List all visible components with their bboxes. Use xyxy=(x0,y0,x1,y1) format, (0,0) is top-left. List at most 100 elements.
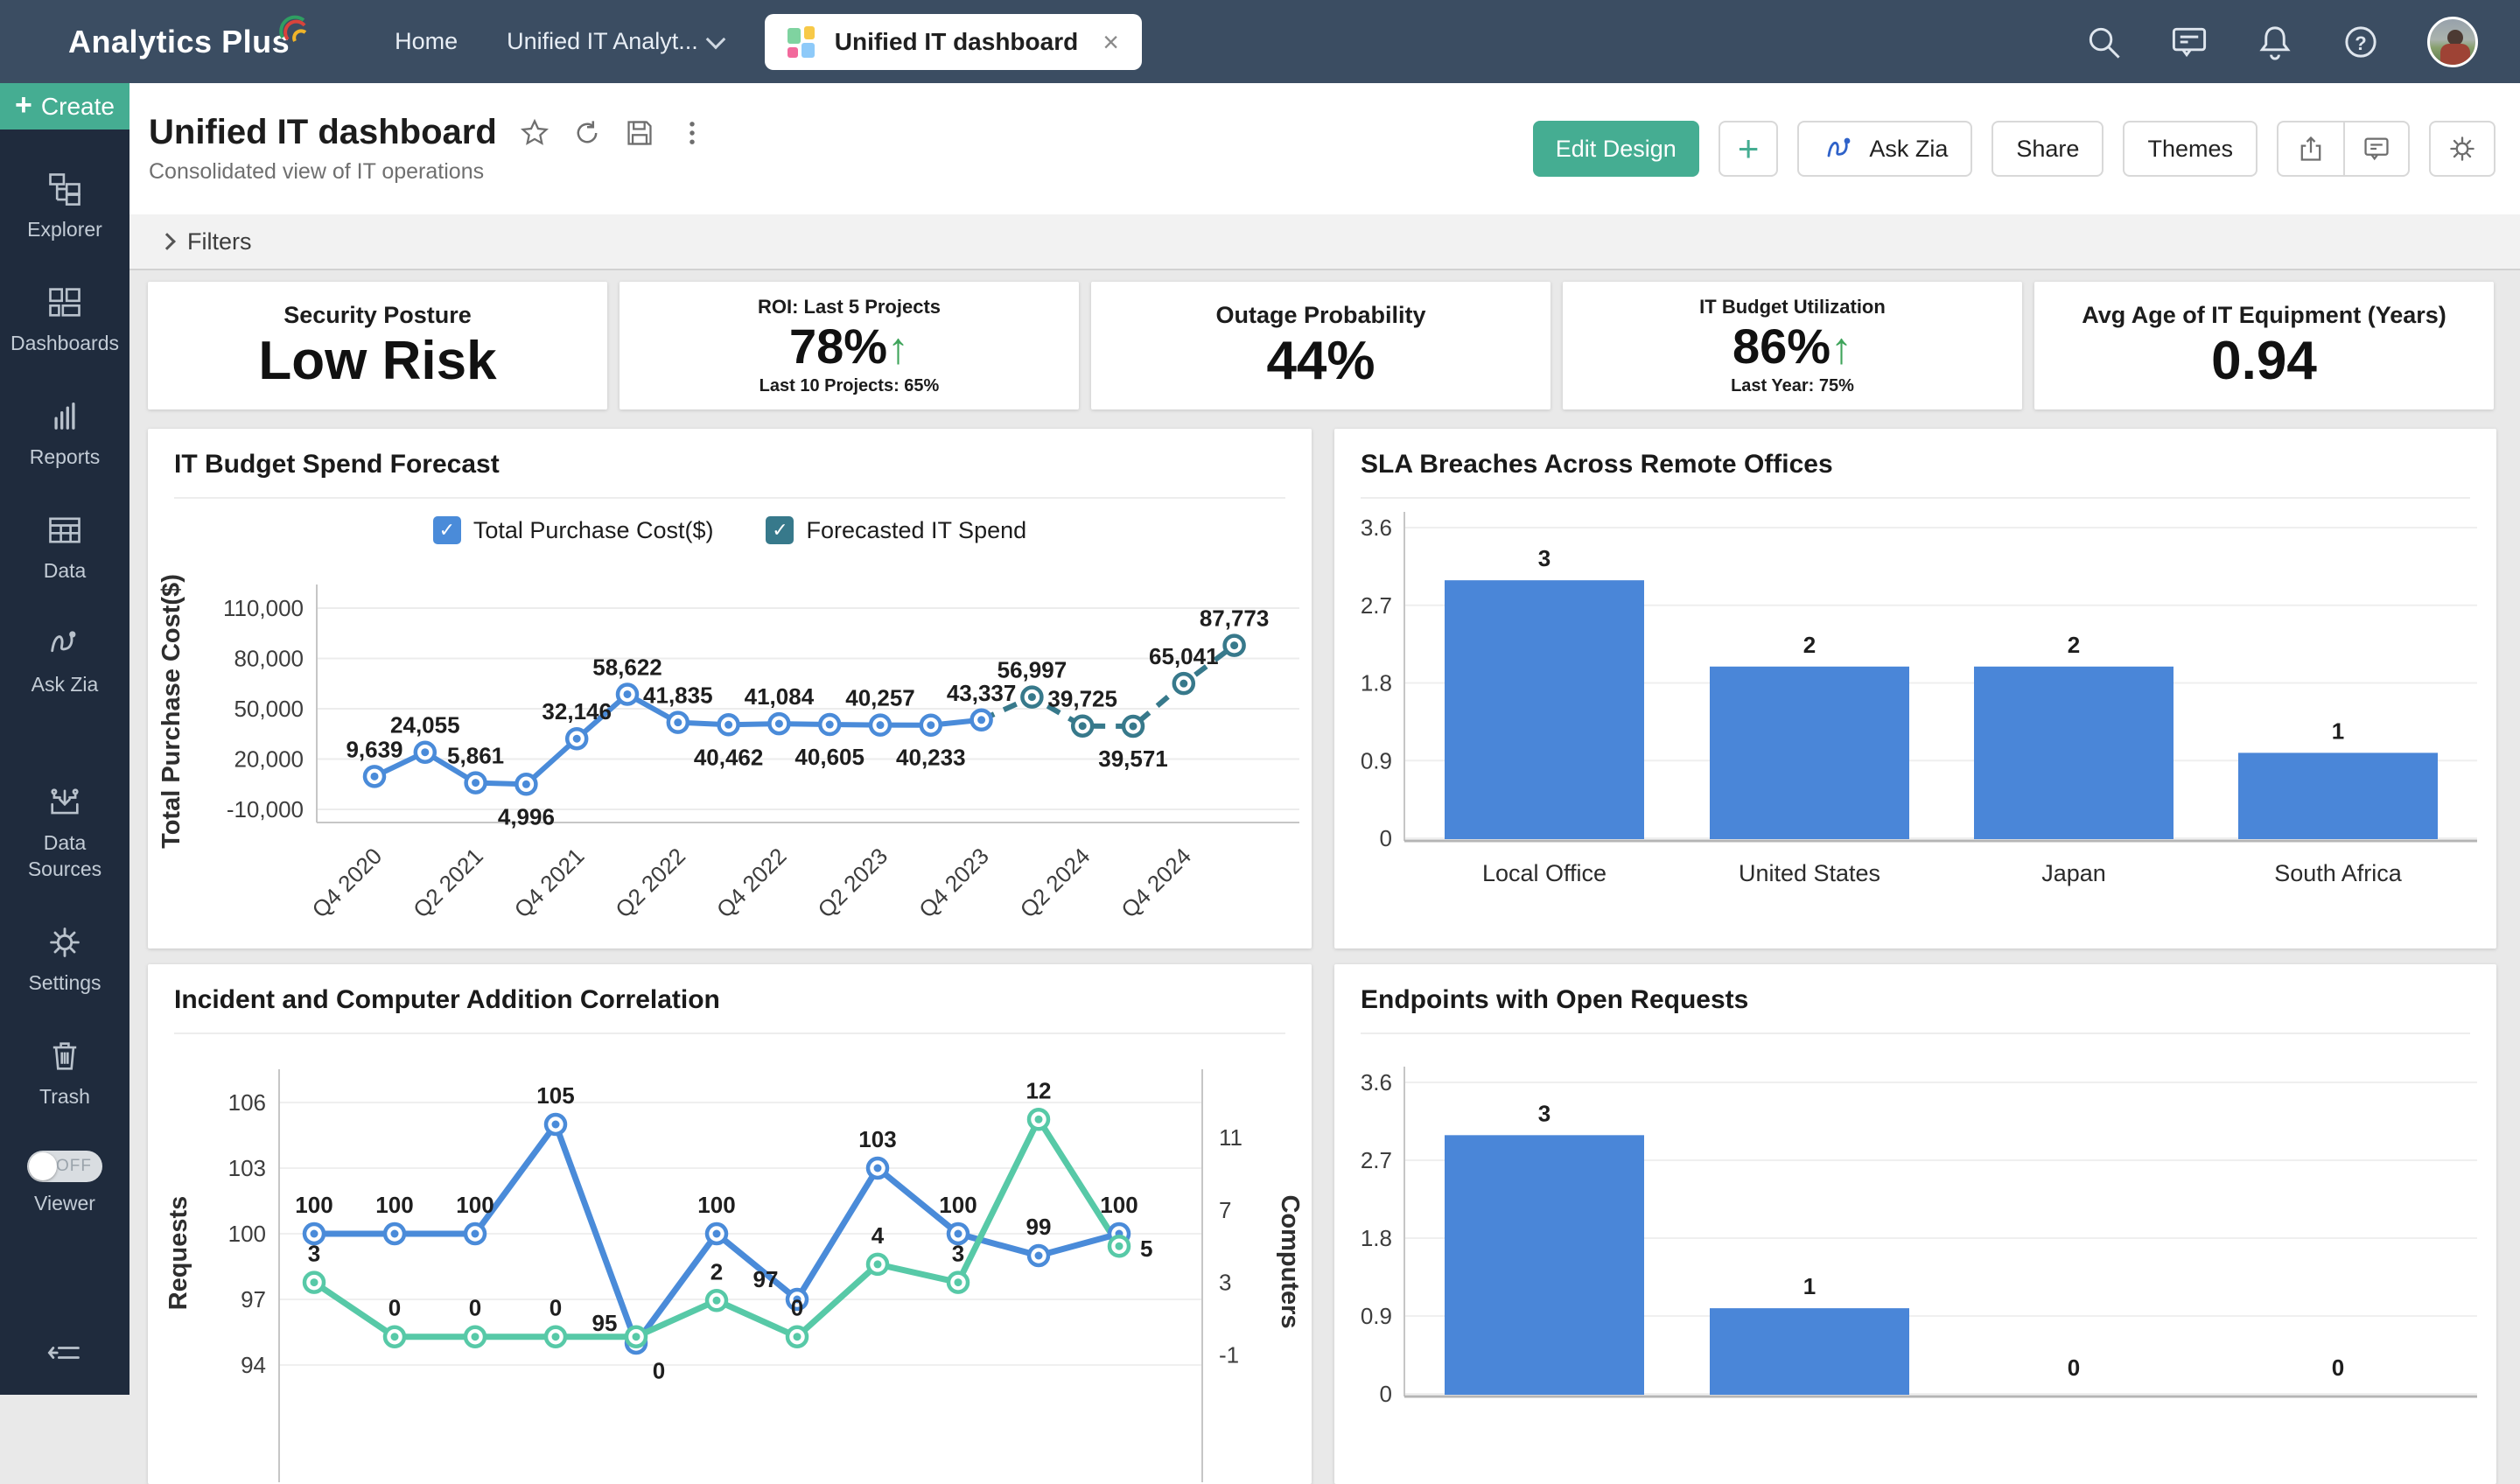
svg-text:41,084: 41,084 xyxy=(745,683,815,710)
filters-bar[interactable]: Filters xyxy=(130,214,2520,270)
user-avatar[interactable] xyxy=(2427,16,2478,67)
kpi-budget-utilization[interactable]: IT Budget Utilization 86%↑ Last Year: 75… xyxy=(1563,282,2022,410)
dashboard-tab-icon xyxy=(787,25,819,58)
settings-button[interactable] xyxy=(2429,121,2496,177)
plus-icon: + xyxy=(15,88,32,122)
svg-text:100: 100 xyxy=(697,1192,735,1218)
themes-button[interactable]: Themes xyxy=(2123,121,2258,177)
divider xyxy=(174,497,1285,499)
svg-text:1: 1 xyxy=(2332,718,2344,744)
sidebar-item-data-sources[interactable]: Data Sources xyxy=(0,783,130,883)
svg-text:106: 106 xyxy=(228,1089,266,1116)
svg-text:20,000: 20,000 xyxy=(234,746,304,773)
chart-card-incident-correlation[interactable]: Incident and Computer Addition Correlati… xyxy=(148,964,1312,1484)
charts-row-1: IT Budget Spend Forecast ✓ Total Purchas… xyxy=(148,429,2497,948)
nav-workspace-dropdown[interactable]: Unified IT Analyt... xyxy=(507,28,726,55)
kpi-value: 86%↑ xyxy=(1732,318,1853,374)
comments-button[interactable] xyxy=(2343,122,2408,175)
sidebar-item-explorer[interactable]: Explorer xyxy=(0,170,130,243)
legend-forecasted-it-spend[interactable]: ✓ Forecasted IT Spend xyxy=(766,516,1026,544)
sla-breaches-bar-chart[interactable]: 3.6 2.7 1.8 0.9 0 3 Local Office 2 United States… xyxy=(1334,499,2496,947)
divider xyxy=(1361,1032,2470,1034)
refresh-icon[interactable] xyxy=(572,118,602,148)
svg-text:95: 95 xyxy=(592,1310,618,1336)
tab-close-icon[interactable]: × xyxy=(1102,25,1119,58)
svg-text:3.6: 3.6 xyxy=(1361,1069,1392,1096)
favorite-star-icon[interactable] xyxy=(520,118,550,148)
nav-home[interactable]: Home xyxy=(395,28,458,54)
help-icon[interactable]: ? xyxy=(2342,23,2380,61)
legend-total-purchase-cost[interactable]: ✓ Total Purchase Cost($) xyxy=(432,516,713,544)
sidebar-item-reports[interactable]: Reports xyxy=(0,397,130,471)
divider xyxy=(174,1032,1285,1034)
svg-text:Q2 2021: Q2 2021 xyxy=(408,843,488,923)
kpi-roi[interactable]: ROI: Last 5 Projects 78%↑ Last 10 Projec… xyxy=(620,282,1079,410)
export-button[interactable] xyxy=(2278,122,2343,175)
kpi-value: 78%↑ xyxy=(788,318,910,374)
search-icon[interactable] xyxy=(2084,23,2123,61)
dashboards-icon xyxy=(49,288,80,317)
edit-design-button[interactable]: Edit Design xyxy=(1532,121,1699,177)
share-button[interactable]: Share xyxy=(1992,121,2104,177)
endpoints-bar-chart[interactable]: 3.6 2.7 1.8 0.9 0 3 1 0 0 xyxy=(1334,1034,2496,1482)
legend-label: Forecasted IT Spend xyxy=(806,516,1027,543)
ask-zia-button[interactable]: Ask Zia xyxy=(1797,121,1973,177)
filters-label: Filters xyxy=(187,228,252,255)
legend-checkbox-icon[interactable]: ✓ xyxy=(432,516,461,544)
incident-correlation-line-chart[interactable]: 106 103 100 97 94 11 7 3 -1 Requests Computers 100 1… xyxy=(148,1034,1312,1482)
svg-text:Q4 2020: Q4 2020 xyxy=(306,843,387,923)
budget-forecast-line-chart[interactable]: 110,000 80,000 50,000 20,000 -10,000 Total Pu… xyxy=(148,550,1312,948)
svg-text:1.8: 1.8 xyxy=(1361,670,1392,696)
svg-text:1.8: 1.8 xyxy=(1361,1225,1392,1251)
svg-text:Q2 2023: Q2 2023 xyxy=(812,843,892,923)
sidebar-item-dashboards[interactable]: Dashboards xyxy=(0,284,130,357)
sidebar-label: Data xyxy=(43,558,87,582)
svg-text:103: 103 xyxy=(228,1155,266,1181)
sidebar-item-settings[interactable]: Settings xyxy=(0,923,130,997)
sidebar-item-data[interactable]: Data xyxy=(0,511,130,584)
viewer-toggle[interactable]: OFF xyxy=(27,1151,102,1183)
svg-text:0.9: 0.9 xyxy=(1361,1303,1392,1329)
ask-zia-icon xyxy=(51,630,76,652)
create-button[interactable]: + Create xyxy=(0,83,130,130)
svg-text:0: 0 xyxy=(550,1295,562,1321)
add-button[interactable]: + xyxy=(1718,121,1779,177)
logo-text: Analytics Plus xyxy=(68,23,290,60)
notifications-bell-icon[interactable] xyxy=(2256,23,2294,61)
save-icon[interactable] xyxy=(625,118,654,148)
kpi-security-posture[interactable]: Security Posture Low Risk xyxy=(148,282,607,410)
svg-text:2: 2 xyxy=(2068,632,2080,658)
more-options-kebab-icon[interactable] xyxy=(677,118,707,148)
collapse-sidebar-icon[interactable] xyxy=(46,1338,84,1372)
svg-text:3.6: 3.6 xyxy=(1361,514,1392,541)
svg-text:Q4 2024: Q4 2024 xyxy=(1116,843,1196,923)
svg-text:100: 100 xyxy=(1100,1192,1138,1218)
legend-checkbox-icon[interactable]: ✓ xyxy=(766,516,794,544)
kpi-avg-equipment-age[interactable]: Avg Age of IT Equipment (Years) 0.94 xyxy=(2034,282,2494,410)
chart-card-endpoints[interactable]: Endpoints with Open Requests 3.6 2.7 1.8 0.… xyxy=(1334,964,2496,1484)
reports-icon xyxy=(54,402,75,430)
tab-unified-it-dashboard[interactable]: Unified IT dashboard × xyxy=(764,13,1142,70)
kpi-value: 0.94 xyxy=(2211,330,2317,391)
feedback-icon[interactable] xyxy=(2170,23,2208,61)
sidebar-item-trash[interactable]: Trash xyxy=(0,1037,130,1110)
svg-text:11: 11 xyxy=(1219,1124,1242,1151)
svg-text:32,146: 32,146 xyxy=(542,698,612,724)
svg-text:2.7: 2.7 xyxy=(1361,1147,1392,1173)
kpi-outage-probability[interactable]: Outage Probability 44% xyxy=(1091,282,1550,410)
analytics-plus-logo[interactable]: Analytics Plus xyxy=(68,15,307,60)
svg-text:United States: United States xyxy=(1739,860,1880,886)
kpi-row: Security Posture Low Risk ROI: Last 5 Pr… xyxy=(148,282,2497,410)
topbar-actions: ? xyxy=(2084,16,2478,67)
chart-title: IT Budget Spend Forecast xyxy=(174,450,500,479)
chart-card-budget-forecast[interactable]: IT Budget Spend Forecast ✓ Total Purchas… xyxy=(148,429,1312,948)
svg-text:43,337: 43,337 xyxy=(947,680,1017,706)
svg-text:0: 0 xyxy=(469,1295,481,1321)
svg-text:3: 3 xyxy=(1538,545,1550,571)
svg-text:Total Purchase Cost($): Total Purchase Cost($) xyxy=(158,574,186,849)
chart-card-sla-breaches[interactable]: SLA Breaches Across Remote Offices 3.6 2.… xyxy=(1334,429,2496,948)
sidebar-item-ask-zia[interactable]: Ask Zia xyxy=(0,625,130,698)
svg-text:97: 97 xyxy=(753,1266,779,1292)
svg-text:Q2 2022: Q2 2022 xyxy=(610,843,690,923)
svg-text:2.7: 2.7 xyxy=(1361,592,1392,619)
